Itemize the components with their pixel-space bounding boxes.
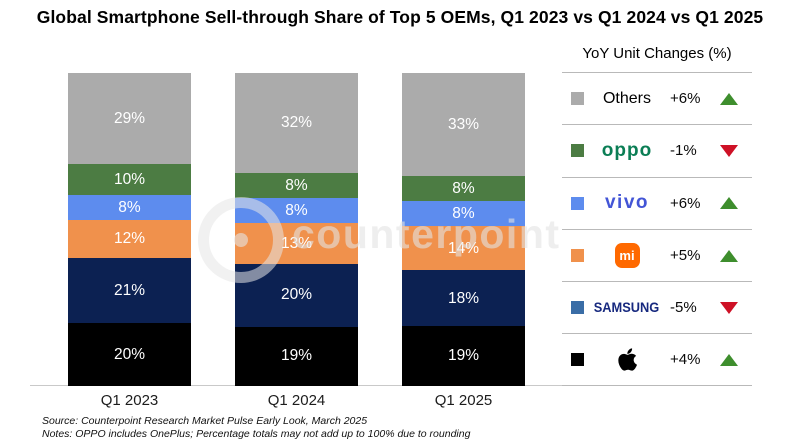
segment-value-label: 8% xyxy=(285,201,308,219)
vivo-segment: 8% xyxy=(402,201,525,227)
segment-value-label: 19% xyxy=(447,347,480,365)
bar-column-q1-2025: 33% 8% 8% 14% 18% 19% xyxy=(402,73,525,386)
yoy-change-value: -5% xyxy=(670,299,697,317)
xiaomi-segment: 13% xyxy=(235,223,358,264)
legend-swatch xyxy=(571,353,584,367)
samsung-segment: 21% xyxy=(68,257,191,324)
legend-swatch xyxy=(571,144,584,158)
segment-value-label: 14% xyxy=(447,239,480,257)
others-segment: 29% xyxy=(68,73,191,164)
brand-logo: oppo xyxy=(584,140,670,162)
down-arrow-icon xyxy=(720,301,738,314)
oppo-segment: 8% xyxy=(235,173,358,199)
source-note: Source: Counterpoint Research Market Pul… xyxy=(42,415,368,427)
bar-column-q1-2023: 29% 10% 8% 12% 21% 20% xyxy=(68,73,191,386)
segment-value-label: 33% xyxy=(447,115,480,133)
segment-value-label: 32% xyxy=(280,114,313,132)
segment-value-label: 21% xyxy=(113,281,146,299)
legend-row-apple: +4% xyxy=(562,333,752,386)
up-arrow-icon xyxy=(720,92,738,105)
segment-value-label: 8% xyxy=(452,180,475,198)
rounding-note: Notes: OPPO includes OnePlus; Percentage… xyxy=(42,428,471,440)
apple-segment: 19% xyxy=(235,326,358,386)
xiaomi-segment: 14% xyxy=(402,226,525,271)
footer-notes: Source: Counterpoint Research Market Pul… xyxy=(42,415,470,441)
legend-row-oppo: oppo -1% xyxy=(562,124,752,176)
oppo-segment: 10% xyxy=(68,163,191,196)
segment-value-label: 18% xyxy=(447,289,480,307)
legend-panel: YoY Unit Changes (%) Others +6% oppo -1%… xyxy=(562,42,752,386)
samsung-segment: 20% xyxy=(235,263,358,327)
brand-logo: vivo xyxy=(584,192,670,214)
segment-value-label: 8% xyxy=(118,198,141,216)
x-axis-label: Q1 2023 xyxy=(100,392,159,409)
legend-row-xiaomi: mi +5% xyxy=(562,228,752,281)
xiaomi-segment: 12% xyxy=(68,220,191,258)
others-label: Others xyxy=(602,89,651,107)
legend-header: YoY Unit Changes (%) xyxy=(582,45,732,62)
oppo-logo: oppo xyxy=(601,139,653,161)
segment-value-label: 12% xyxy=(113,230,146,248)
legend-row-vivo: vivo +6% xyxy=(562,176,752,229)
yoy-change-value: +4% xyxy=(670,351,701,369)
legend-swatch xyxy=(571,196,584,210)
x-axis-label: Q1 2024 xyxy=(267,392,326,409)
segment-value-label: 8% xyxy=(285,176,308,194)
plot-area: 29% 10% 8% 12% 21% 20% 32% 8% 8% 13% 20%… xyxy=(30,73,568,409)
arrow-cell xyxy=(716,197,742,210)
arrow-cell xyxy=(716,353,742,366)
up-arrow-icon xyxy=(720,249,738,262)
chart-title: Global Smartphone Sell-through Share of … xyxy=(36,7,764,27)
segment-value-label: 19% xyxy=(280,347,313,365)
yoy-change-value: +6% xyxy=(670,90,701,108)
segment-value-label: 20% xyxy=(280,286,313,304)
brand-logo xyxy=(584,347,670,372)
legend-swatch xyxy=(571,249,584,263)
up-arrow-icon xyxy=(720,353,738,366)
yoy-change-value: +6% xyxy=(670,194,701,212)
up-arrow-icon xyxy=(720,197,738,210)
segment-value-label: 20% xyxy=(113,345,146,363)
oppo-segment: 8% xyxy=(402,176,525,202)
others-segment: 33% xyxy=(402,73,525,177)
vivo-segment: 8% xyxy=(235,198,358,224)
apple-logo-icon xyxy=(617,348,637,371)
vivo-segment: 8% xyxy=(68,195,191,221)
samsung-segment: 18% xyxy=(402,270,525,327)
legend-row-samsung: SAMSUNG -5% xyxy=(562,281,752,333)
legend-swatch xyxy=(571,92,584,106)
bar-column-q1-2024: 32% 8% 8% 13% 20% 19% xyxy=(235,73,358,386)
legend-swatch xyxy=(571,301,584,315)
samsung-logo: SAMSUNG xyxy=(594,300,660,316)
segment-value-label: 10% xyxy=(113,170,146,188)
x-axis-label: Q1 2025 xyxy=(434,392,493,409)
brand-logo: mi xyxy=(584,243,670,269)
arrow-cell xyxy=(716,144,742,157)
segment-value-label: 8% xyxy=(452,205,475,223)
segment-value-label: 29% xyxy=(113,109,146,127)
legend-rows: Others +6% oppo -1% vivo +6% mi +5% SAMS… xyxy=(562,72,752,386)
apple-segment: 19% xyxy=(402,326,525,386)
vivo-logo: vivo xyxy=(604,192,650,214)
yoy-change-value: -1% xyxy=(670,142,697,160)
others-segment: 32% xyxy=(235,73,358,174)
brand-logo: SAMSUNG xyxy=(584,300,670,315)
segment-value-label: 13% xyxy=(280,234,313,252)
apple-segment: 20% xyxy=(68,323,191,386)
arrow-cell xyxy=(716,301,742,314)
arrow-cell xyxy=(716,92,742,105)
yoy-change-value: +5% xyxy=(670,247,701,265)
legend-row-others: Others +6% xyxy=(562,72,752,124)
arrow-cell xyxy=(716,249,742,262)
xiaomi-mi-logo: mi xyxy=(614,243,640,269)
brand-logo: Others xyxy=(584,90,670,108)
down-arrow-icon xyxy=(720,144,738,157)
